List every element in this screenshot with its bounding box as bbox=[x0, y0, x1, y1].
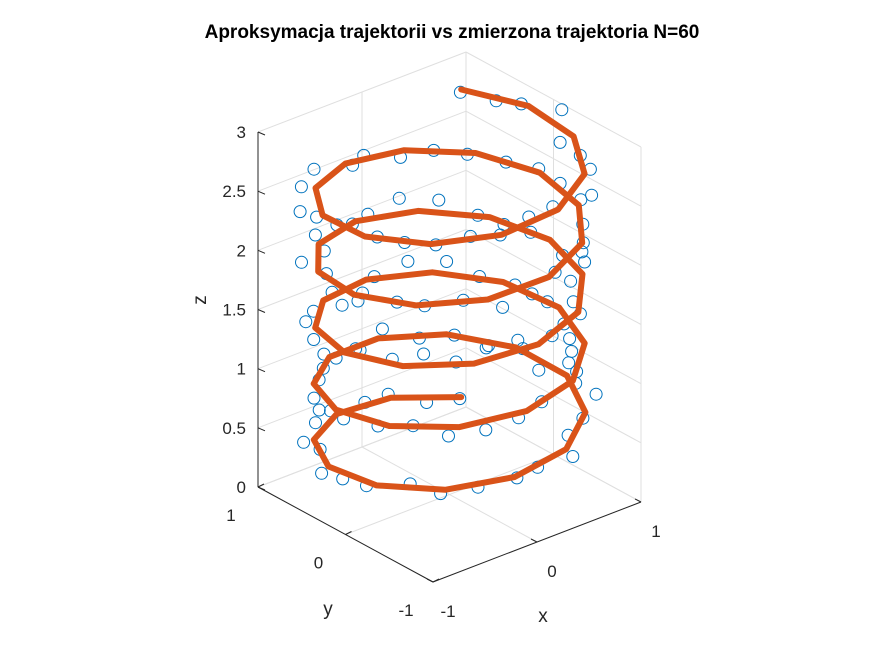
z-tick-mark bbox=[257, 427, 266, 432]
measured-point bbox=[315, 466, 329, 480]
measured-point bbox=[496, 300, 510, 314]
z-tick-label: 2 bbox=[237, 241, 246, 260]
y-gridline-floor bbox=[345, 454, 554, 535]
measured-point bbox=[589, 387, 603, 401]
z-tick-label: 0.5 bbox=[222, 419, 246, 438]
measured-point bbox=[335, 298, 349, 312]
measured-point bbox=[294, 180, 308, 194]
measured-point bbox=[297, 435, 311, 449]
measured-point bbox=[312, 403, 326, 417]
measured-point bbox=[532, 363, 546, 377]
measured-point bbox=[442, 429, 455, 443]
z-axis-label: z bbox=[190, 295, 211, 305]
measured-point bbox=[417, 347, 431, 361]
measured-point bbox=[307, 391, 321, 405]
measured-point bbox=[564, 274, 578, 288]
measured-point bbox=[401, 254, 415, 268]
measured-point bbox=[375, 322, 389, 336]
y-tick-mark bbox=[432, 578, 440, 583]
y-gridline-floor bbox=[257, 406, 467, 488]
measured-point bbox=[479, 423, 493, 437]
measured-point bbox=[308, 228, 322, 242]
approximated-trajectory-line bbox=[310, 86, 589, 493]
x-tick-label: 1 bbox=[651, 522, 660, 541]
x-axis-label: x bbox=[538, 606, 548, 627]
measured-point bbox=[585, 188, 599, 202]
x-tick-label: 0 bbox=[547, 562, 556, 581]
z-tick-mark bbox=[257, 131, 266, 136]
z-tick-mark bbox=[257, 309, 266, 313]
z-tick-mark bbox=[257, 249, 266, 254]
z-tick-label: 1.5 bbox=[222, 301, 246, 320]
x-tick-label: -1 bbox=[440, 602, 455, 621]
measured-point bbox=[307, 162, 321, 176]
z-tick-label: 1 bbox=[237, 360, 246, 379]
measured-point bbox=[578, 255, 592, 269]
measured-point bbox=[563, 332, 577, 346]
x-tick-mark bbox=[426, 578, 434, 583]
measured-point bbox=[566, 450, 580, 463]
measured-point bbox=[309, 416, 322, 430]
y-tick-mark bbox=[257, 483, 265, 488]
measured-point bbox=[299, 315, 313, 329]
measured-point bbox=[392, 191, 406, 205]
measured-point bbox=[548, 265, 562, 279]
measured-point bbox=[555, 103, 569, 117]
x-tick-mark bbox=[634, 498, 642, 503]
z-tick-label: 3 bbox=[237, 123, 246, 142]
measured-point bbox=[307, 333, 321, 346]
y-tick-label: 1 bbox=[226, 506, 235, 525]
measured-point bbox=[293, 205, 307, 219]
y-tick-label: -1 bbox=[398, 601, 413, 620]
z-tick-mark bbox=[257, 190, 266, 195]
z-tick-label: 2.5 bbox=[222, 182, 246, 201]
measured-point bbox=[440, 255, 454, 268]
data-layer bbox=[293, 85, 603, 501]
measured-point bbox=[432, 193, 446, 207]
measured-point bbox=[553, 135, 567, 149]
measured-point bbox=[565, 344, 579, 358]
y-tick-label: 0 bbox=[314, 554, 323, 573]
measured-point bbox=[562, 356, 576, 370]
measured-point bbox=[295, 255, 308, 269]
z-tick-mark bbox=[257, 368, 266, 373]
x-tick-mark bbox=[530, 538, 538, 543]
chart-title: Aproksymacja trajektorii vs zmierzona tr… bbox=[205, 22, 700, 43]
y-tick-mark bbox=[345, 531, 352, 535]
z-tick-mark bbox=[257, 486, 266, 491]
z-tick-label: 0 bbox=[237, 478, 246, 497]
y-axis-label: y bbox=[323, 599, 333, 620]
